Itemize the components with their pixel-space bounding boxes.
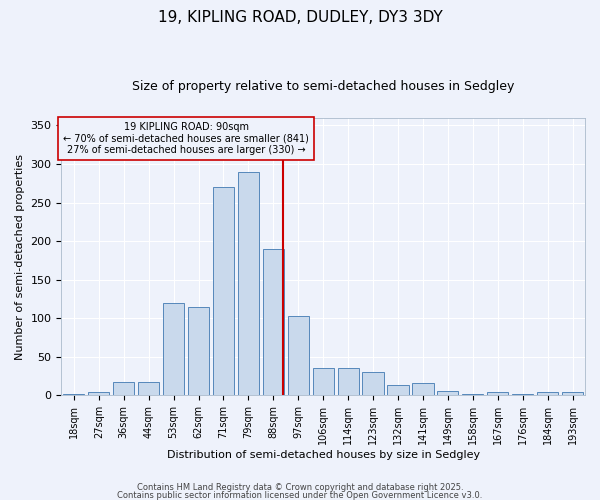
Bar — [562, 392, 583, 396]
Bar — [188, 307, 209, 396]
Bar — [113, 382, 134, 396]
Text: 19 KIPLING ROAD: 90sqm
← 70% of semi-detached houses are smaller (841)
27% of se: 19 KIPLING ROAD: 90sqm ← 70% of semi-det… — [63, 122, 309, 155]
Text: 19, KIPLING ROAD, DUDLEY, DY3 3DY: 19, KIPLING ROAD, DUDLEY, DY3 3DY — [158, 10, 442, 25]
Bar — [213, 187, 234, 396]
Bar — [238, 172, 259, 396]
Bar — [163, 303, 184, 396]
Text: Contains HM Land Registry data © Crown copyright and database right 2025.: Contains HM Land Registry data © Crown c… — [137, 484, 463, 492]
Bar — [263, 249, 284, 396]
Bar — [388, 386, 409, 396]
Bar — [63, 394, 85, 396]
Bar — [362, 372, 383, 396]
X-axis label: Distribution of semi-detached houses by size in Sedgley: Distribution of semi-detached houses by … — [167, 450, 480, 460]
Text: Contains public sector information licensed under the Open Government Licence v3: Contains public sector information licen… — [118, 490, 482, 500]
Title: Size of property relative to semi-detached houses in Sedgley: Size of property relative to semi-detach… — [132, 80, 514, 93]
Bar — [313, 368, 334, 396]
Y-axis label: Number of semi-detached properties: Number of semi-detached properties — [15, 154, 25, 360]
Bar — [88, 392, 109, 396]
Bar — [338, 368, 359, 396]
Bar — [287, 316, 309, 396]
Bar — [437, 391, 458, 396]
Bar — [412, 383, 434, 396]
Bar — [512, 394, 533, 396]
Bar — [487, 392, 508, 396]
Bar — [537, 392, 558, 396]
Bar — [138, 382, 159, 396]
Bar — [462, 394, 484, 396]
